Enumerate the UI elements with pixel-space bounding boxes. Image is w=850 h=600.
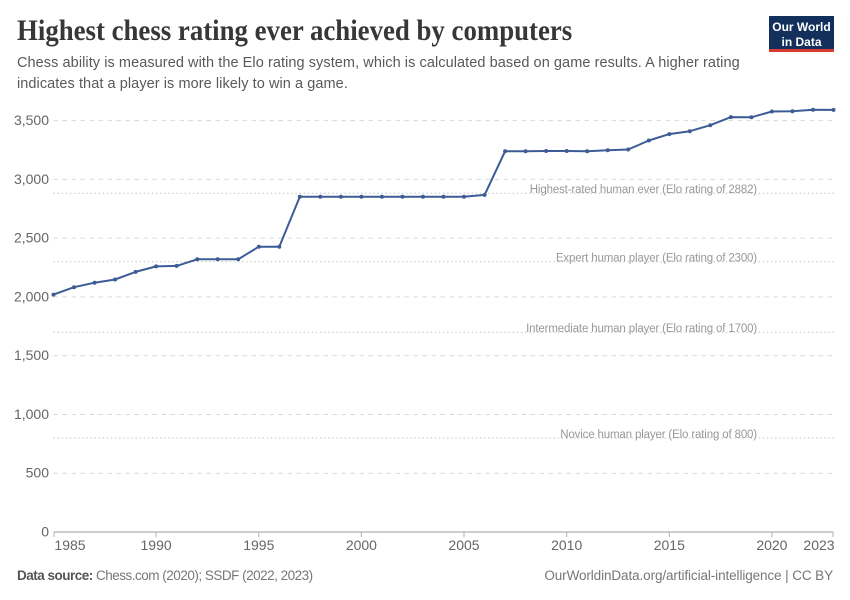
svg-text:500: 500	[26, 465, 50, 481]
svg-text:1985: 1985	[54, 537, 85, 553]
svg-text:3,000: 3,000	[14, 171, 49, 187]
svg-text:2000: 2000	[346, 537, 377, 553]
svg-text:1990: 1990	[141, 537, 172, 553]
svg-text:1,500: 1,500	[14, 347, 49, 363]
svg-text:2,000: 2,000	[14, 288, 49, 304]
svg-text:1995: 1995	[243, 537, 274, 553]
svg-text:1,000: 1,000	[14, 406, 49, 422]
svg-text:Intermediate human player (Elo: Intermediate human player (Elo rating of…	[526, 323, 757, 335]
svg-text:2015: 2015	[654, 537, 685, 553]
svg-text:2020: 2020	[756, 537, 787, 553]
svg-text:Highest-rated human ever (Elo: Highest-rated human ever (Elo rating of …	[530, 184, 758, 196]
svg-text:Novice human player (Elo ratin: Novice human player (Elo rating of 800)	[560, 429, 757, 441]
svg-text:2005: 2005	[448, 537, 479, 553]
svg-text:0: 0	[41, 523, 49, 539]
svg-text:3,500: 3,500	[14, 112, 49, 128]
svg-text:2010: 2010	[551, 537, 582, 553]
svg-text:2,500: 2,500	[14, 230, 49, 246]
svg-text:Expert human player (Elo ratin: Expert human player (Elo rating of 2300)	[556, 253, 757, 265]
svg-text:2023: 2023	[803, 537, 834, 553]
